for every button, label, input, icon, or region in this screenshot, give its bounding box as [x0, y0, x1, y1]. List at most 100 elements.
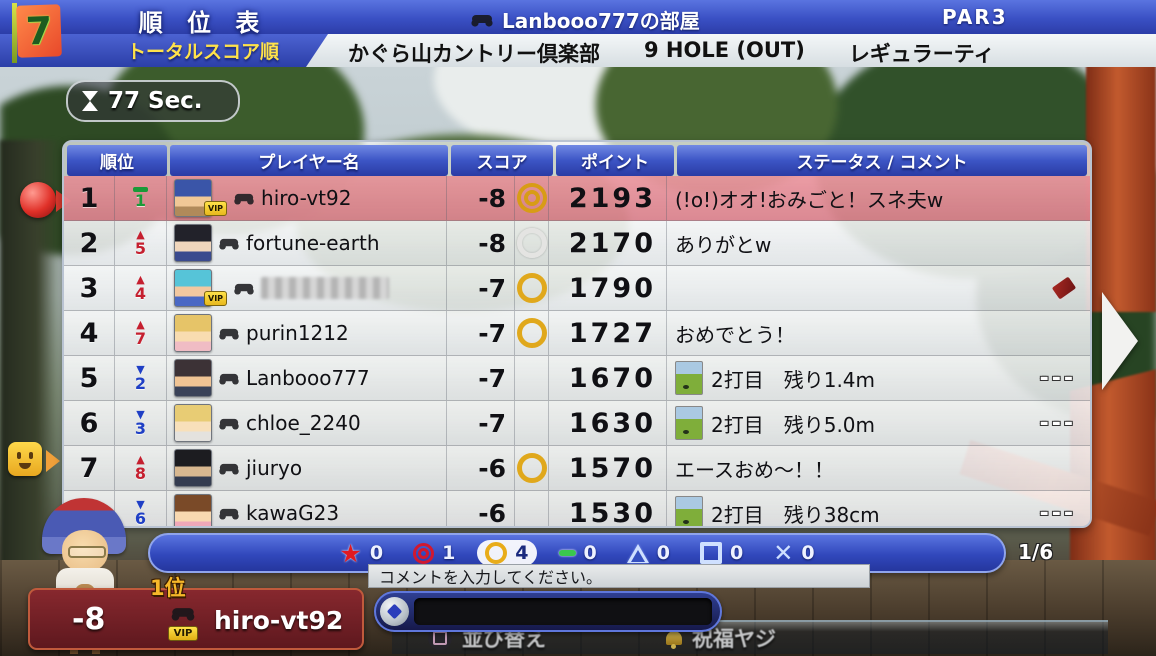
controller-icon [234, 283, 254, 295]
bell-icon [666, 631, 682, 649]
summary-symbol-icon: ✕ [773, 539, 794, 567]
touch-button-icon[interactable] [380, 597, 409, 626]
rank-number: 2 [64, 221, 115, 265]
points-value: 1570 [549, 446, 667, 490]
next-page-arrow[interactable] [1102, 292, 1138, 390]
hole-flag-icon: 7 [10, 3, 64, 63]
status-cell [667, 266, 1090, 310]
comment-tooltip: コメントを入力してください。 [368, 564, 870, 588]
censored-name [261, 277, 390, 299]
rank-change-value: 4 [134, 284, 147, 303]
hole-number: 7 [16, 4, 62, 58]
rank-change-indicator: ▼ 6 [115, 491, 167, 526]
room-name-row: Lanbooo777の部屋 [470, 5, 700, 34]
course-name: かぐら山カントリー倶楽部 [348, 42, 600, 66]
self-vip-badge: VIP [160, 606, 206, 641]
shot-result-icon [516, 183, 547, 213]
shot-result-icon [516, 453, 547, 483]
player-avatar [174, 494, 212, 526]
shot-result-icon [516, 318, 547, 348]
player-avatar [174, 449, 212, 487]
summary-count: 4 [515, 542, 529, 564]
player-cell: fortune-earth [167, 221, 447, 265]
rank-number: 3 [64, 266, 115, 310]
holes-label: 9 HOLE (OUT) [644, 38, 805, 62]
points-value: 2170 [549, 221, 667, 265]
score-value: -7 [447, 311, 515, 355]
player-cell: purin1212 [167, 311, 447, 355]
eraser-icon [1051, 276, 1077, 300]
player-avatar [174, 404, 212, 442]
column-header-points: ポイント [556, 145, 674, 176]
rank-change-value: 7 [134, 329, 147, 348]
vip-badge: VIP [204, 200, 228, 216]
score-value: -8 [447, 221, 515, 265]
self-smiley-marker [8, 442, 42, 476]
table-row[interactable]: 3 ▲ 4 VIP -7 1790 [64, 266, 1090, 311]
status-cell: 2打目 残り5.0m --- [667, 401, 1090, 445]
table-row[interactable]: 1 1 VIP hiro-vt92 -8 2193 (!o!)オオ!おみごと！ス… [64, 176, 1090, 221]
score-value: -7 [447, 266, 515, 310]
status-text: 2打目 残り38cm [711, 502, 880, 527]
summary-count: 1 [442, 542, 456, 564]
controller-icon [219, 328, 239, 340]
player-name: chloe_2240 [246, 411, 361, 435]
player-cell: chloe_2240 [167, 401, 447, 445]
summary-symbol-icon: ★ [339, 538, 362, 568]
summary-item: 0 [551, 540, 605, 566]
self-rank-panel [28, 588, 364, 650]
rank-number: 1 [64, 176, 115, 220]
turn-timer: 77 Sec. [66, 80, 240, 122]
table-body: 1 1 VIP hiro-vt92 -8 2193 (!o!)オオ!おみごと！ス… [64, 176, 1090, 526]
status-cell: 2打目 残り1.4m --- [667, 356, 1090, 400]
status-text: 2打目 残り1.4m [711, 367, 876, 392]
self-pointer-icon [46, 450, 60, 472]
comment-input[interactable] [374, 591, 722, 632]
points-value: 1530 [549, 491, 667, 526]
rank-change-arrow-icon: ▲ [136, 453, 145, 466]
status-cell: エースおめ〜！！ [667, 446, 1090, 490]
player-cell: VIP hiro-vt92 [167, 176, 447, 220]
status-dashes: --- [1039, 365, 1076, 391]
score-value: -6 [447, 446, 515, 490]
rank-change-indicator: ▲ 5 [115, 221, 167, 265]
comment-input-field[interactable] [414, 598, 712, 625]
table-header: 順位 プレイヤー名 スコア ポイント ステータス / コメント [64, 142, 1090, 176]
summary-item: ✕ 0 [765, 539, 822, 567]
status-cell: おめでとう！ [667, 311, 1090, 355]
player-avatar [174, 314, 212, 352]
controller-icon [219, 508, 239, 520]
points-value: 2193 [549, 176, 667, 220]
rank-change-value: 3 [134, 419, 147, 438]
table-row[interactable]: 2 ▲ 5 fortune-earth -8 2170 ありがとw [64, 221, 1090, 266]
table-row[interactable]: 4 ▲ 7 purin1212 -7 1727 おめでとう！ [64, 311, 1090, 356]
controller-icon [219, 373, 239, 385]
course-thumbnail-icon [675, 361, 703, 395]
self-score: -8 [72, 602, 106, 637]
rank-change-indicator: ▼ 2 [115, 356, 167, 400]
score-value: -8 [447, 176, 515, 220]
player-avatar [174, 224, 212, 262]
controller-icon [171, 608, 195, 621]
player-cell: Lanbooo777 [167, 356, 447, 400]
table-row[interactable]: 8 ▼ 6 kawaG23 -6 1530 2打目 残り38cm --- [64, 491, 1090, 527]
summary-symbol-icon [558, 550, 576, 556]
table-row[interactable]: 7 ▲ 8 jiuryo -6 1570 エースおめ〜！！ [64, 446, 1090, 491]
summary-count: 0 [730, 542, 744, 564]
rank-change-indicator: ▼ 3 [115, 401, 167, 445]
course-info-bar [306, 34, 1156, 67]
status-text: 2打目 残り5.0m [711, 412, 876, 437]
points-value: 1670 [549, 356, 667, 400]
shot-result-icon [516, 228, 547, 258]
summary-item: ★ 0 [331, 539, 391, 568]
table-row[interactable]: 5 ▼ 2 Lanbooo777 -7 1670 2打目 残り1.4m --- [64, 356, 1090, 401]
course-thumbnail-icon [675, 496, 703, 526]
table-row[interactable]: 6 ▼ 3 chloe_2240 -7 1630 2打目 残り5.0m --- [64, 401, 1090, 446]
points-value: 1630 [549, 401, 667, 445]
summary-symbol-icon [485, 542, 508, 564]
player-name: Lanbooo777 [246, 366, 370, 390]
player-avatar [174, 359, 212, 397]
player-name: fortune-earth [246, 231, 380, 255]
leader-ball-marker [20, 182, 56, 218]
